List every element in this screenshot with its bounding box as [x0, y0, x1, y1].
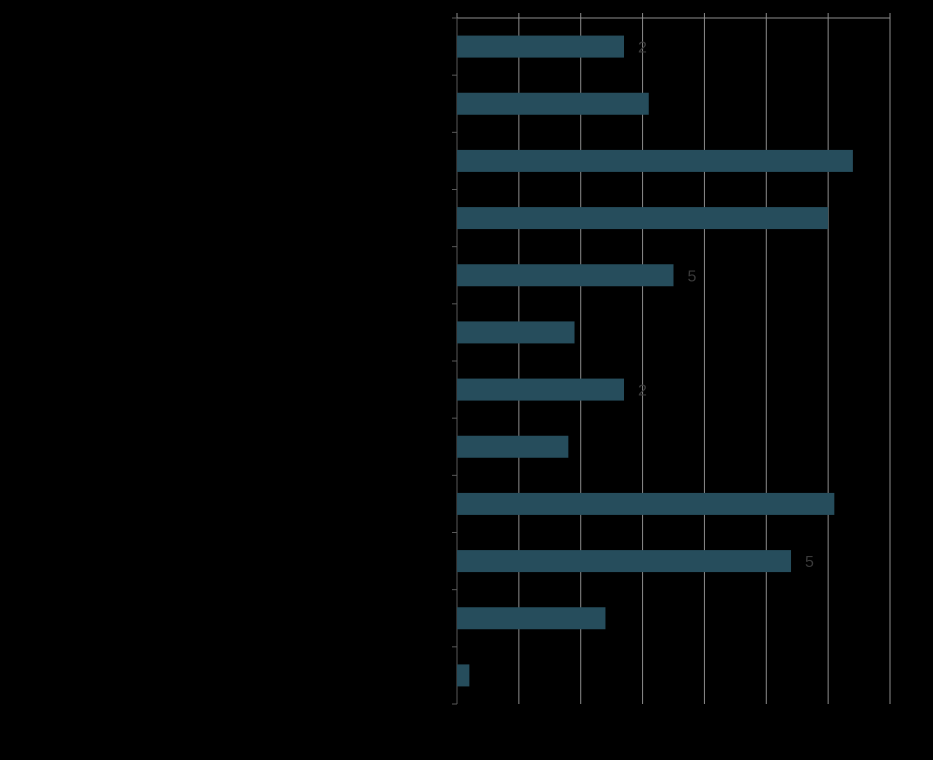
bar	[457, 264, 674, 287]
bar-data-label: 2	[638, 383, 647, 400]
bar	[457, 550, 792, 573]
bar	[457, 149, 853, 172]
bar	[457, 492, 835, 515]
bar-data-label: 2	[638, 40, 647, 57]
bar	[457, 435, 569, 458]
bar	[457, 378, 625, 401]
bar-data-label: 5	[688, 268, 697, 285]
bar	[457, 664, 470, 687]
bar	[457, 321, 575, 344]
bar	[457, 92, 649, 115]
bar-data-label: 5	[805, 554, 814, 571]
bar	[457, 35, 625, 58]
bar	[457, 607, 606, 630]
bar	[457, 207, 829, 230]
